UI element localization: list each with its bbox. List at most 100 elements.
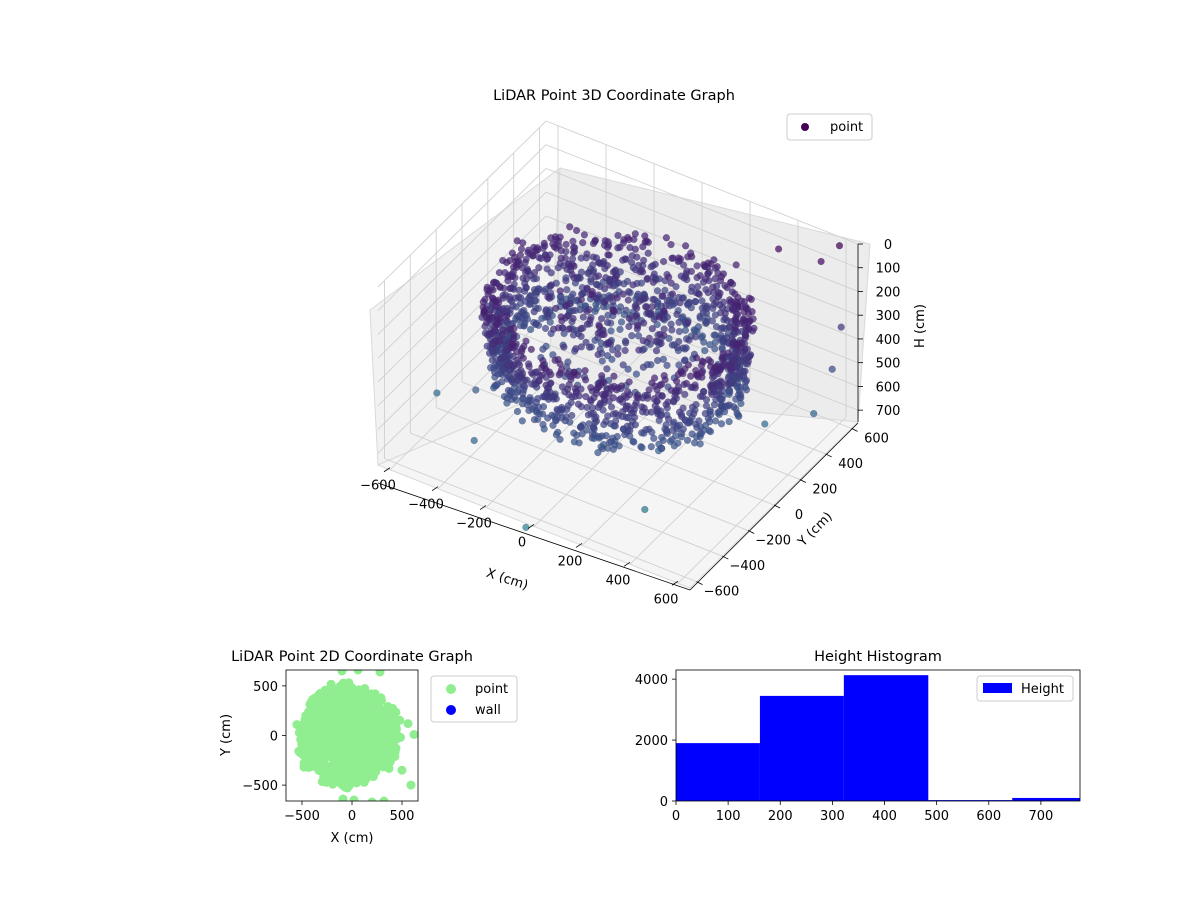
point-3d [675,361,683,369]
point-3d [614,350,622,358]
point-3d [592,305,600,313]
point-3d [705,418,714,426]
point-3d [653,320,661,329]
legend-2d: point wall [430,675,518,723]
hist-title: Height Histogram [814,649,942,665]
point-3d [714,288,722,297]
point-3d [656,381,664,389]
plot3d-title: LiDAR Point 3D Coordinate Graph [493,88,735,104]
point-3d [625,314,633,322]
y-tick-3d [851,428,858,432]
point-3d [737,390,745,399]
ticks-3d: −600−400−2000200400600−600−400−200020040… [360,238,900,607]
point-3d [508,272,517,281]
point-3d [594,350,602,359]
point-3d [538,314,546,323]
point-3d [672,377,681,385]
x-tick-3d [671,580,679,586]
point-3d [570,368,578,376]
point-2d [349,795,359,801]
point-3d [664,398,672,406]
point-3d [613,294,621,302]
point-2d [373,708,383,718]
point-3d [730,306,739,314]
point-3d [543,255,551,263]
point-2d [356,750,366,760]
x-tick-3d [431,486,439,491]
point-3d [501,346,510,355]
point-3d [589,253,597,261]
point-3d [614,244,622,252]
point-3d [647,263,655,271]
point-3d [713,263,721,271]
point-3d [691,420,700,428]
x-tick-label-hist: 500 [924,809,949,824]
point-3d [717,401,725,409]
point-2d [361,708,371,718]
point-2d [369,716,379,726]
point-2d [340,716,350,726]
point-3d [661,376,669,384]
point-3d [744,324,753,332]
grid-back-z [545,120,859,245]
point-3d [506,284,514,293]
point-3d [733,340,741,349]
point-3d [498,330,506,339]
point-3d [670,442,678,450]
point-3d [610,307,618,316]
point-3d [633,393,641,401]
point-3d [506,387,515,395]
point-3d [541,324,550,333]
x-tick-label-hist: 0 [672,809,680,824]
point-3d [699,309,707,317]
point-2d [335,770,344,780]
histogram-bar [843,675,929,801]
point-3d [691,298,699,306]
point-3d [607,327,615,335]
point-3d [577,325,585,333]
grid-floor-y [410,432,723,557]
point-3d [658,433,666,442]
point-3d [562,277,570,285]
point-3d [710,331,718,339]
point-2d [386,732,396,742]
point-3d [718,378,726,386]
point-2d [305,733,315,742]
point-3d [527,369,536,377]
point-3d [664,415,673,423]
plot2d-title: LiDAR Point 2D Coordinate Graph [231,649,473,665]
point-3d [540,425,548,433]
x-axis-label-2d: X (cm) [331,831,374,846]
point-3d [529,251,537,260]
point-3d [719,355,727,363]
x-tick-label-3d: 0 [518,536,526,551]
point-3d [522,284,530,292]
point-3d [740,315,748,324]
point-2d [312,711,322,721]
x-axis-line [377,482,691,591]
point-3d [619,361,627,369]
point-3d [632,370,641,378]
point-3d [724,381,732,389]
point-3d [516,321,525,330]
point-3d [593,383,602,392]
point-3d [611,274,619,282]
point-3d [622,405,630,413]
point-3d [586,396,595,404]
point-3d [599,390,607,399]
point-3d [725,417,733,426]
point-3d [549,421,557,429]
point-3d [643,274,652,283]
point-3d [653,356,662,365]
point-3d [629,281,637,289]
point-3d [674,370,682,379]
point-3d [727,278,735,287]
point-3d [667,240,675,249]
point-3d [704,288,712,297]
point-3d [470,436,478,445]
point-3d [530,415,539,424]
point-2d [333,698,343,708]
point-3d [635,297,643,305]
point-3d [761,420,769,428]
point-2d [397,765,407,775]
